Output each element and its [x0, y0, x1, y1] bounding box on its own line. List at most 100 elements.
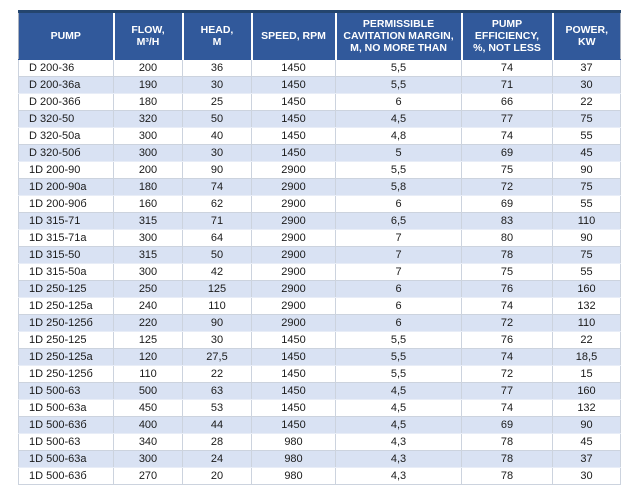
- cell-power: 132: [552, 297, 621, 315]
- cell-pump: 1D 500-63б: [18, 467, 114, 485]
- cell-power: 90: [552, 229, 621, 247]
- table-row: D 200-36a 190 30 1450 5,5 71 30: [18, 76, 621, 94]
- cell-power: 30: [552, 467, 621, 485]
- cell-efficiency: 74: [461, 399, 553, 417]
- header-row: PUMP FLOW, M³/H HEAD, M SPEED, RPM PERMI…: [18, 10, 621, 60]
- cell-flow: 400: [113, 416, 183, 434]
- cell-efficiency: 76: [461, 331, 553, 349]
- cell-head: 125: [182, 280, 252, 298]
- cell-speed: 2900: [251, 212, 336, 230]
- cell-head: 42: [182, 263, 252, 281]
- cell-pump: 1D 250-125: [18, 331, 114, 349]
- cell-cavitation-margin: 4,3: [335, 467, 462, 485]
- cell-efficiency: 69: [461, 195, 553, 213]
- cell-cavitation-margin: 6: [335, 314, 462, 332]
- cell-cavitation-margin: 4,8: [335, 127, 462, 145]
- cell-head: 25: [182, 93, 252, 111]
- cell-pump: D 320-50a: [18, 127, 114, 145]
- cell-power: 45: [552, 433, 621, 451]
- cell-speed: 2900: [251, 178, 336, 196]
- cell-head: 71: [182, 212, 252, 230]
- cell-speed: 2900: [251, 297, 336, 315]
- cell-pump: D 320-50б: [18, 144, 114, 162]
- cell-speed: 1450: [251, 382, 336, 400]
- cell-power: 55: [552, 127, 621, 145]
- cell-flow: 250: [113, 280, 183, 298]
- cell-cavitation-margin: 4,5: [335, 110, 462, 128]
- cell-speed: 1450: [251, 416, 336, 434]
- cell-efficiency: 69: [461, 144, 553, 162]
- cell-flow: 300: [113, 229, 183, 247]
- cell-efficiency: 75: [461, 263, 553, 281]
- table-row: 1D 250-125 125 30 1450 5,5 76 22: [18, 331, 621, 349]
- cell-head: 22: [182, 365, 252, 383]
- cell-flow: 315: [113, 212, 183, 230]
- table-row: 1D 500-63 500 63 1450 4,5 77 160: [18, 382, 621, 400]
- cell-efficiency: 78: [461, 433, 553, 451]
- table-row: 1D 315-50 315 50 2900 7 78 75: [18, 246, 621, 264]
- cell-flow: 120: [113, 348, 183, 366]
- table-row: 1D 500-63 340 28 980 4,3 78 45: [18, 433, 621, 451]
- cell-efficiency: 77: [461, 382, 553, 400]
- cell-speed: 980: [251, 433, 336, 451]
- cell-power: 15: [552, 365, 621, 383]
- cell-power: 110: [552, 212, 621, 230]
- cell-efficiency: 76: [461, 280, 553, 298]
- table-row: 1D 315-71a 300 64 2900 7 80 90: [18, 229, 621, 247]
- cell-cavitation-margin: 6: [335, 93, 462, 111]
- table-row: 1D 200-90a 180 74 2900 5,8 72 75: [18, 178, 621, 196]
- cell-head: 30: [182, 76, 252, 94]
- table-row: D 200-36б 180 25 1450 6 66 22: [18, 93, 621, 111]
- table-row: 1D 250-125a 120 27,5 1450 5,5 74 18,5: [18, 348, 621, 366]
- cell-flow: 180: [113, 178, 183, 196]
- cell-speed: 2900: [251, 246, 336, 264]
- column-header-speed: SPEED, RPM: [250, 10, 337, 60]
- pump-specifications-table: PUMP FLOW, M³/H HEAD, M SPEED, RPM PERMI…: [18, 10, 621, 485]
- cell-speed: 2900: [251, 263, 336, 281]
- cell-power: 22: [552, 93, 621, 111]
- table-row: 1D 200-90б 160 62 2900 6 69 55: [18, 195, 621, 213]
- cell-pump: 1D 315-71: [18, 212, 114, 230]
- cell-cavitation-margin: 5: [335, 144, 462, 162]
- cell-power: 37: [552, 59, 621, 77]
- table-row: D 320-50б 300 30 1450 5 69 45: [18, 144, 621, 162]
- table-row: 1D 315-71 315 71 2900 6,5 83 110: [18, 212, 621, 230]
- cell-flow: 300: [113, 127, 183, 145]
- cell-efficiency: 72: [461, 314, 553, 332]
- cell-head: 36: [182, 59, 252, 77]
- cell-speed: 2900: [251, 280, 336, 298]
- cell-power: 90: [552, 416, 621, 434]
- cell-efficiency: 72: [461, 365, 553, 383]
- cell-power: 132: [552, 399, 621, 417]
- cell-power: 160: [552, 382, 621, 400]
- cell-speed: 1450: [251, 93, 336, 111]
- cell-speed: 2900: [251, 229, 336, 247]
- cell-power: 45: [552, 144, 621, 162]
- cell-cavitation-margin: 6: [335, 280, 462, 298]
- cell-head: 20: [182, 467, 252, 485]
- cell-cavitation-margin: 5,5: [335, 76, 462, 94]
- cell-pump: 1D 250-125б: [18, 365, 114, 383]
- cell-cavitation-margin: 5,5: [335, 331, 462, 349]
- cell-head: 40: [182, 127, 252, 145]
- cell-pump: D 200-36a: [18, 76, 114, 94]
- table-row: 1D 250-125б 110 22 1450 5,5 72 15: [18, 365, 621, 383]
- cell-efficiency: 83: [461, 212, 553, 230]
- table-row: 1D 250-125a 240 110 2900 6 74 132: [18, 297, 621, 315]
- cell-efficiency: 74: [461, 348, 553, 366]
- cell-power: 75: [552, 110, 621, 128]
- cell-head: 62: [182, 195, 252, 213]
- cell-speed: 1450: [251, 144, 336, 162]
- column-header-flow: FLOW, M³/H: [112, 10, 184, 60]
- cell-speed: 1450: [251, 76, 336, 94]
- cell-efficiency: 74: [461, 127, 553, 145]
- cell-power: 18,5: [552, 348, 621, 366]
- table-row: 1D 500-63б 400 44 1450 4,5 69 90: [18, 416, 621, 434]
- cell-speed: 1450: [251, 127, 336, 145]
- cell-cavitation-margin: 6,5: [335, 212, 462, 230]
- cell-power: 37: [552, 450, 621, 468]
- cell-head: 30: [182, 331, 252, 349]
- table-header: PUMP FLOW, M³/H HEAD, M SPEED, RPM PERMI…: [18, 10, 621, 60]
- cell-flow: 300: [113, 450, 183, 468]
- column-header-pump: PUMP: [18, 10, 115, 60]
